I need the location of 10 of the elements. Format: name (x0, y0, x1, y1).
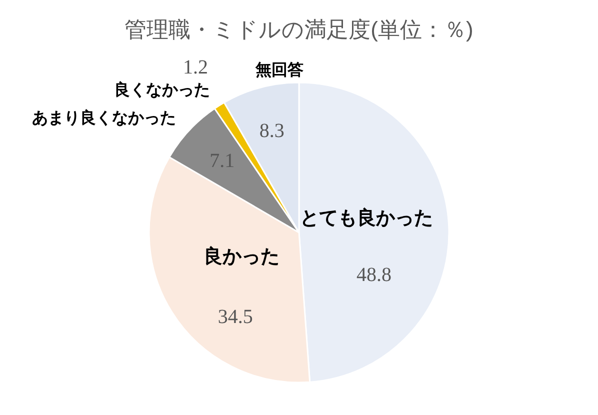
slice-label: 無回答 (254, 61, 304, 80)
slice-label: 良かった (204, 245, 280, 268)
slice-label: とても良かった (300, 207, 433, 230)
data-label: 34.5 (218, 306, 253, 328)
data-label: 1.2 (182, 56, 208, 78)
slice-label: 良くなかった (114, 81, 210, 100)
chart-title: 管理職・ミドルの満足度(単位：％) (124, 17, 474, 42)
data-label: 8.3 (259, 120, 284, 142)
slice-label: あまり良くなかった (32, 108, 176, 127)
data-label: 48.8 (356, 264, 392, 286)
